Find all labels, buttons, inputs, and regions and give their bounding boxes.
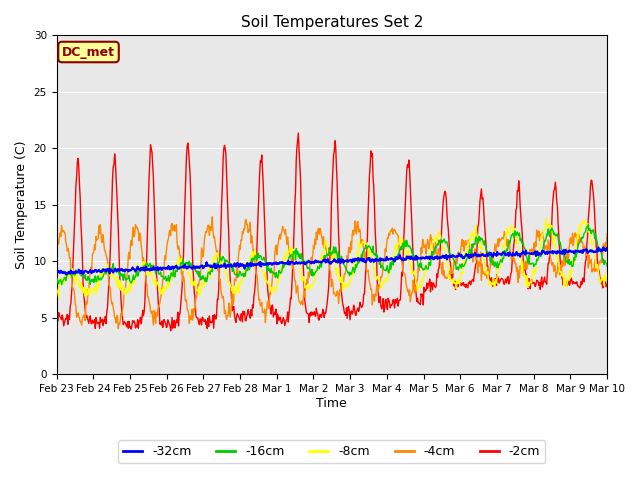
Y-axis label: Soil Temperature (C): Soil Temperature (C)	[15, 141, 28, 269]
X-axis label: Time: Time	[316, 397, 347, 410]
Text: DC_met: DC_met	[62, 46, 115, 59]
Legend: -32cm, -16cm, -8cm, -4cm, -2cm: -32cm, -16cm, -8cm, -4cm, -2cm	[118, 440, 545, 463]
Title: Soil Temperatures Set 2: Soil Temperatures Set 2	[241, 15, 423, 30]
